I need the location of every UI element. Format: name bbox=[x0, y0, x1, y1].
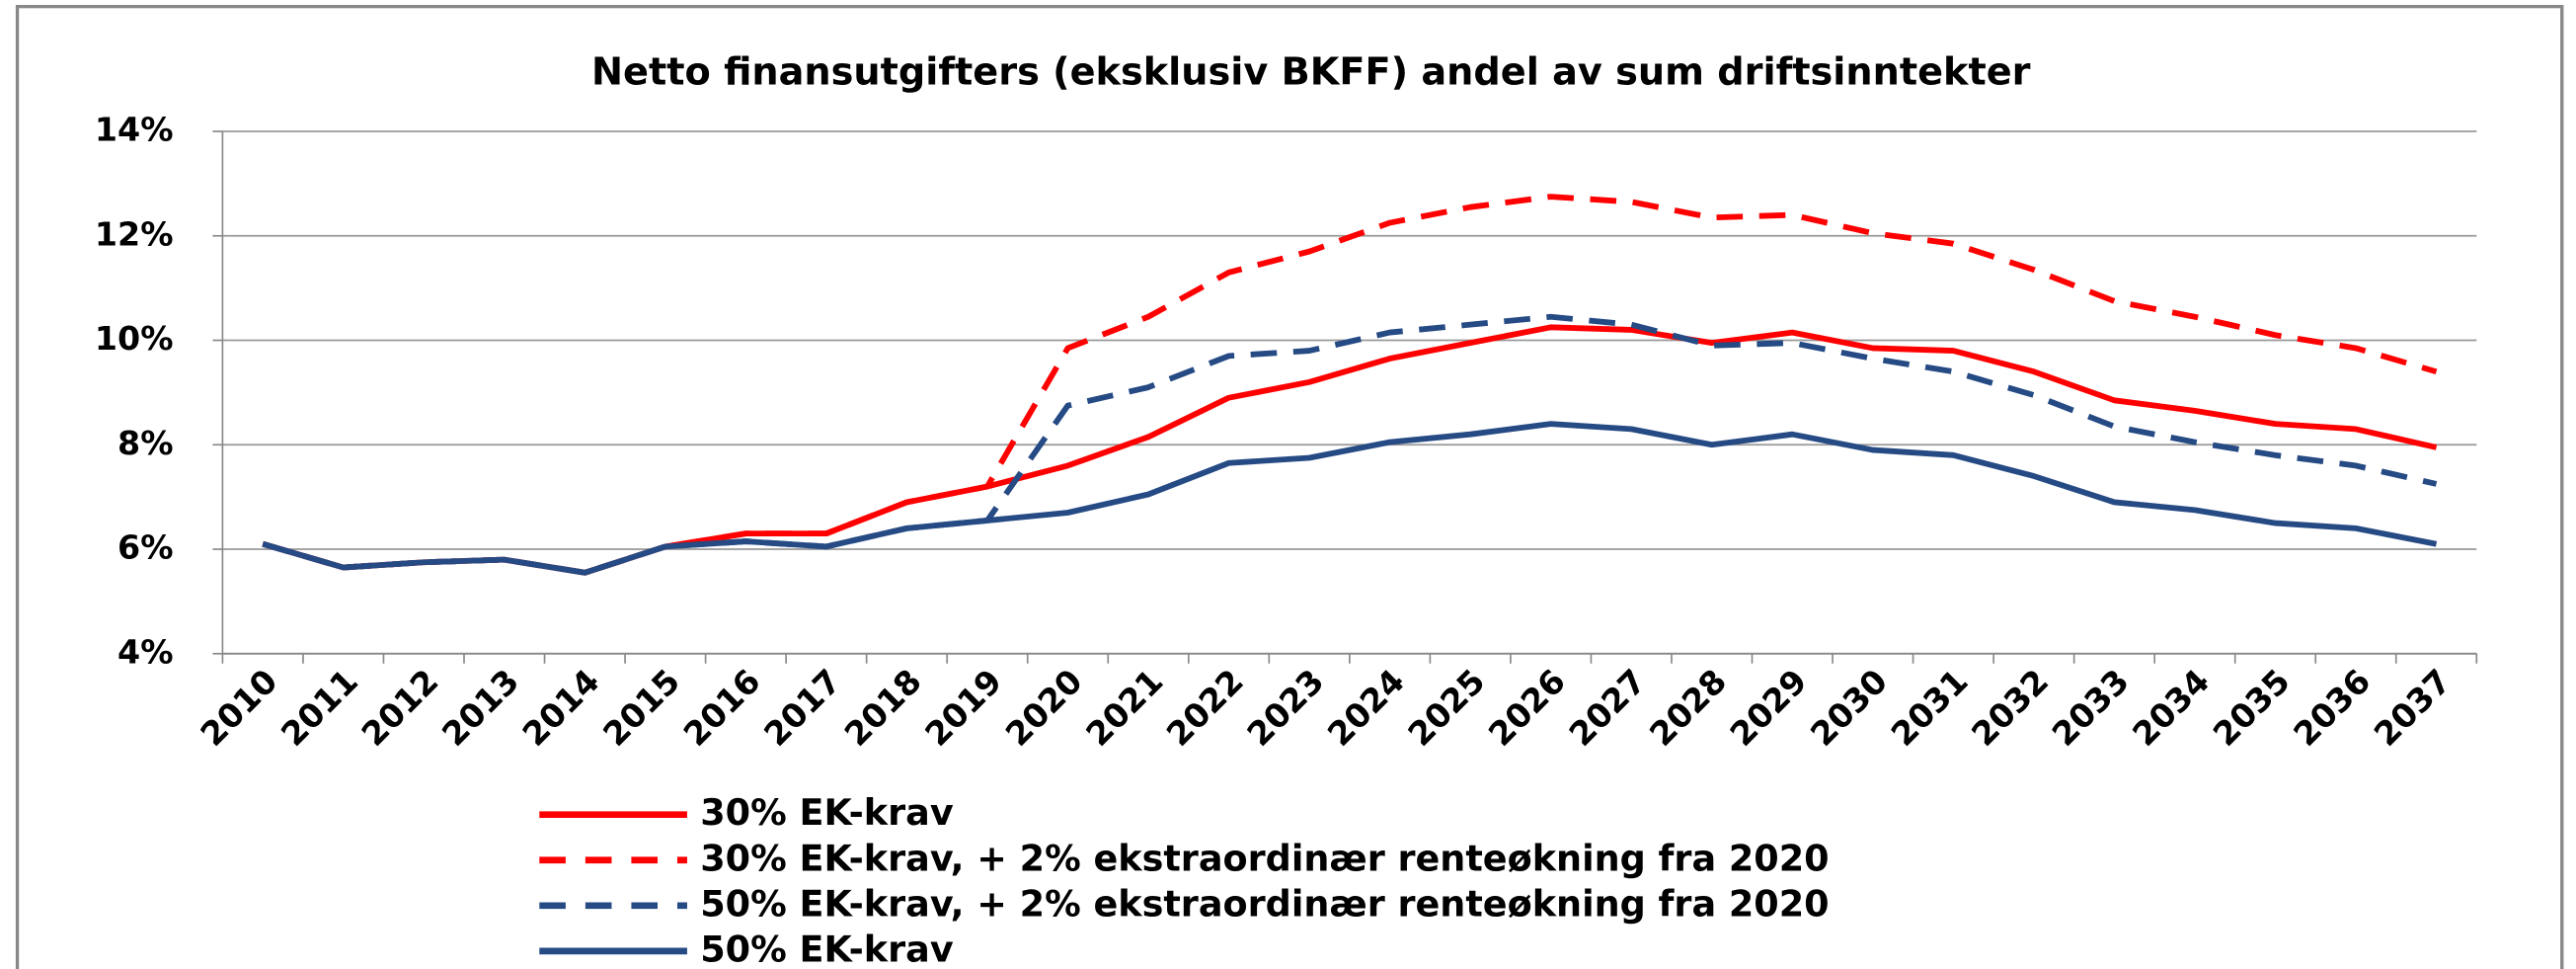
y-tick-label: 12% bbox=[95, 214, 174, 253]
legend-label: 30% EK-krav bbox=[700, 791, 954, 834]
y-tick-label: 4% bbox=[117, 632, 173, 671]
y-tick-label: 10% bbox=[95, 319, 174, 358]
legend-label: 50% EK-krav, + 2% ekstraordinær renteøkn… bbox=[700, 882, 1829, 925]
line-series bbox=[262, 194, 2438, 576]
line-series bbox=[262, 313, 2438, 576]
y-tick-label: 6% bbox=[117, 528, 173, 567]
y-tick-label: 14% bbox=[95, 111, 174, 149]
y-tick-label: 8% bbox=[117, 424, 173, 462]
chart-title: Netto finansutgifters (eksklusiv BKFF) a… bbox=[591, 50, 2031, 94]
legend-label: 50% EK-krav bbox=[700, 928, 954, 969]
line-series bbox=[262, 421, 2438, 576]
chart-frame bbox=[15, 4, 2564, 969]
legend-label: 30% EK-krav, + 2% ekstraordinær renteøkn… bbox=[700, 837, 1829, 879]
